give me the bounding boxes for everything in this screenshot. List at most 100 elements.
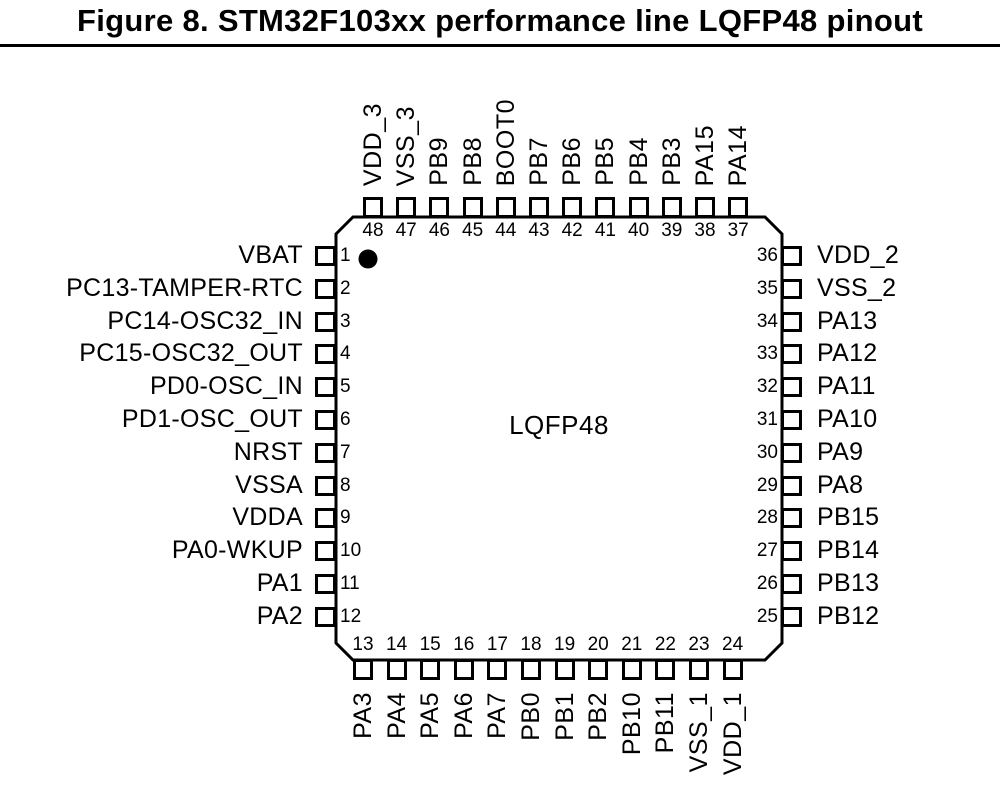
- pin-label: PB11: [651, 692, 680, 754]
- pin-pad: [554, 659, 575, 680]
- pin-pad: [315, 574, 336, 594]
- pin-label: PA7: [483, 692, 512, 739]
- pin-number: 41: [594, 220, 616, 241]
- pin-label: PD1-OSC_OUT: [121, 405, 303, 433]
- pin-label: PD0-OSC_IN: [149, 372, 303, 401]
- pin-pad: [315, 278, 336, 299]
- pin-number: 13: [352, 634, 374, 655]
- pin-label: PC14-OSC32_IN: [107, 306, 303, 335]
- pin-number: 3: [340, 310, 351, 332]
- pin-pad: [521, 659, 541, 680]
- pin-pad: [315, 541, 336, 562]
- pin-pad: [595, 197, 616, 218]
- pin-label: PB10: [617, 692, 646, 756]
- pin-label: VDD_3: [359, 102, 387, 186]
- pin-pad: [315, 508, 336, 529]
- pin-label: PA11: [817, 372, 876, 401]
- pin-pad: [562, 197, 583, 218]
- pin-pad: [420, 659, 441, 680]
- pin-number: 23: [688, 634, 710, 655]
- pin-number: 24: [722, 634, 744, 655]
- pin-number: 46: [428, 220, 450, 241]
- pin-label: NRST: [233, 437, 303, 466]
- pin-label: PA2: [256, 601, 303, 630]
- pin-pad: [781, 606, 802, 627]
- pin-label: PA15: [691, 124, 719, 186]
- pin-label: PA3: [349, 692, 377, 739]
- pin1-indicator-dot: [358, 249, 378, 269]
- pin-pad: [396, 197, 417, 218]
- pin-label: PB15: [817, 503, 880, 532]
- pin-pad: [781, 508, 802, 529]
- pin-pad: [695, 197, 715, 218]
- pin-pad: [781, 377, 802, 398]
- pin-label: BOOT0: [491, 98, 520, 186]
- pin-pad: [315, 377, 336, 398]
- pin-label: VSSA: [235, 470, 303, 499]
- pin-pad: [315, 344, 336, 365]
- pin-label: PB13: [817, 569, 880, 597]
- pin-label: PC15-OSC32_OUT: [79, 339, 303, 368]
- pin-pad: [315, 311, 336, 332]
- pin-pad: [315, 606, 336, 627]
- pin-number: 31: [756, 409, 778, 430]
- pin-pad: [781, 410, 802, 430]
- pin-label: PA14: [724, 124, 753, 186]
- pin-number: 29: [756, 474, 778, 496]
- pin-label: PA5: [416, 692, 445, 739]
- pin-pad: [353, 659, 373, 680]
- pin-number: 15: [419, 634, 441, 655]
- pin-pad: [655, 659, 676, 680]
- pin-label: PA12: [817, 339, 878, 368]
- pin-label: VDD_1: [718, 692, 747, 776]
- pin-number: 8: [340, 474, 351, 496]
- pin-pad: [315, 410, 336, 430]
- pin-label: PA13: [817, 306, 878, 335]
- chip-body-outline: [334, 215, 784, 662]
- pin-pad: [621, 659, 642, 680]
- pin-number: 39: [661, 220, 683, 241]
- pin-label: PA0-WKUP: [171, 536, 303, 565]
- pin-number: 14: [386, 634, 408, 655]
- pin-pad: [781, 344, 802, 365]
- pin-number: 21: [621, 634, 643, 655]
- pin-pad: [781, 442, 802, 463]
- pin-number: 27: [756, 540, 778, 562]
- pin-label: PB2: [584, 692, 613, 741]
- pin-pad: [781, 278, 802, 299]
- pin-pad: [386, 659, 407, 680]
- pin-number: 9: [340, 507, 351, 529]
- pin-pad: [722, 659, 743, 680]
- pin-label: PB7: [525, 137, 553, 186]
- pin-number: 38: [694, 220, 716, 241]
- pin-number: 30: [756, 441, 778, 463]
- pin-number: 6: [340, 409, 351, 430]
- pin-label: VDD_2: [817, 241, 900, 269]
- pin-number: 26: [756, 573, 778, 594]
- pin-label: PB5: [591, 137, 620, 186]
- pin-pad: [689, 659, 709, 680]
- pin-number: 20: [587, 634, 609, 655]
- pin-pad: [628, 197, 649, 218]
- pin-number: 12: [340, 605, 362, 627]
- pin-label: PB0: [517, 692, 545, 741]
- pin-number: 17: [486, 634, 508, 655]
- pin-number: 37: [727, 220, 749, 241]
- pin-number: 4: [340, 343, 351, 365]
- pin-label: PB14: [817, 536, 880, 565]
- pin-label: PB12: [817, 601, 880, 630]
- pin-label: PA1: [256, 569, 303, 597]
- pin-pad: [728, 197, 749, 218]
- pin-pad: [781, 541, 802, 562]
- pin-number: 11: [340, 573, 360, 594]
- pin-pad: [495, 197, 516, 218]
- pin-pad: [781, 475, 802, 496]
- pin-label: PB9: [425, 137, 454, 186]
- pin-number: 7: [340, 441, 351, 463]
- pin-number: 42: [561, 220, 583, 241]
- pin-label: PB3: [657, 137, 686, 186]
- package-label: LQFP48: [509, 410, 609, 440]
- figure-title: Figure 8. STM32F103xx performance line L…: [77, 3, 923, 38]
